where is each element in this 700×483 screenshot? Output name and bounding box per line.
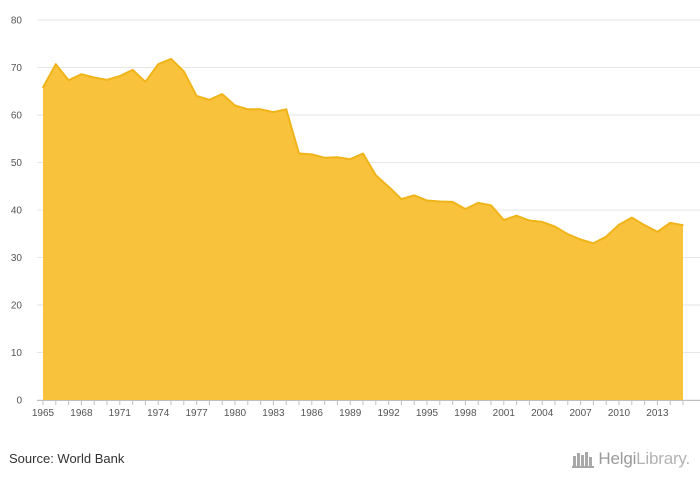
books-logo-icon [572, 452, 595, 468]
data-point [669, 222, 671, 224]
x-axis: 1965 1968 1971 1974 1977 1980 1983 1986 1989 1992… [32, 400, 700, 419]
data-point [311, 153, 313, 156]
data-point [362, 152, 364, 155]
data-point [618, 223, 620, 226]
x-tick-label: 1971 [109, 408, 132, 419]
x-tick-label: 2007 [569, 408, 592, 419]
data-point [195, 95, 198, 97]
x-tick-label: 1998 [454, 408, 477, 419]
y-axis-tick-labels: 0 10 20 30 40 50 60 70 80 [11, 16, 23, 407]
source-note: Source: World Bank [9, 451, 125, 466]
data-point [323, 157, 326, 159]
data-point [42, 86, 44, 89]
data-point [579, 238, 582, 241]
data-point [208, 99, 211, 101]
data-point [439, 200, 441, 203]
data-point [477, 202, 480, 204]
x-tick-label: 1965 [32, 408, 55, 419]
data-point [387, 185, 390, 188]
data-point [554, 225, 556, 228]
data-point [400, 198, 403, 200]
data-point [272, 111, 275, 113]
data-point [592, 242, 595, 245]
x-tick-label: 2001 [493, 408, 516, 419]
data-point [451, 201, 454, 203]
data-point [131, 69, 134, 71]
x-tick-label: 1968 [70, 408, 93, 419]
y-tick-label: 70 [11, 63, 23, 74]
data-point [55, 63, 57, 65]
x-tick-label: 1992 [377, 408, 400, 419]
area-fill [43, 58, 683, 401]
data-point [503, 219, 505, 221]
data-point [106, 79, 108, 81]
data-point [567, 233, 569, 235]
x-tick-label: 2004 [531, 408, 554, 419]
y-tick-label: 10 [11, 348, 23, 359]
data-point [247, 108, 249, 111]
x-tick-label: 1983 [262, 408, 285, 419]
data-point [349, 158, 352, 160]
data-point [413, 194, 416, 197]
data-point [80, 73, 83, 75]
data-point [157, 63, 159, 65]
y-tick-label: 30 [11, 253, 23, 264]
data-point [375, 174, 377, 177]
data-point [426, 199, 428, 202]
y-tick-label: 0 [16, 396, 22, 407]
y-tick-label: 50 [11, 158, 23, 169]
data-point [119, 75, 121, 77]
data-point [464, 208, 467, 210]
data-point [170, 58, 172, 60]
data-point [93, 76, 95, 79]
data-point [631, 216, 633, 219]
data-point [234, 104, 236, 107]
logo-suffix: Library. [636, 449, 690, 468]
y-tick-label: 20 [11, 301, 23, 312]
data-point [528, 219, 531, 222]
data-point [298, 152, 300, 155]
data-point [605, 235, 607, 238]
data-point [259, 108, 262, 111]
x-tick-label: 1989 [339, 408, 362, 419]
data-point [221, 93, 223, 95]
x-tick-label: 1995 [416, 408, 439, 419]
data-point [515, 214, 518, 217]
y-tick-label: 40 [11, 206, 23, 217]
data-point [643, 224, 646, 226]
data-point [656, 231, 659, 233]
helgi-library-logo[interactable]: HelgiLibrary. [572, 449, 690, 469]
data-point [682, 224, 684, 226]
data-point [144, 81, 147, 83]
x-tick-label: 1980 [224, 408, 247, 419]
logo-text: HelgiLibrary. [598, 449, 690, 469]
x-tick-label: 2013 [646, 408, 669, 419]
x-tick-label: 1986 [301, 408, 324, 419]
x-tick-label: 1977 [185, 408, 208, 419]
data-point [336, 156, 339, 159]
data-point [67, 79, 70, 82]
x-tick-label: 2010 [608, 408, 631, 419]
data-point [285, 108, 288, 111]
x-tick-label: 1974 [147, 408, 170, 419]
y-tick-label: 80 [11, 16, 23, 27]
data-point [490, 204, 492, 207]
y-tick-label: 60 [11, 111, 23, 122]
series-area [42, 57, 684, 401]
logo-brand: Helgi [598, 449, 637, 468]
data-point [541, 221, 543, 223]
data-point [183, 70, 185, 73]
